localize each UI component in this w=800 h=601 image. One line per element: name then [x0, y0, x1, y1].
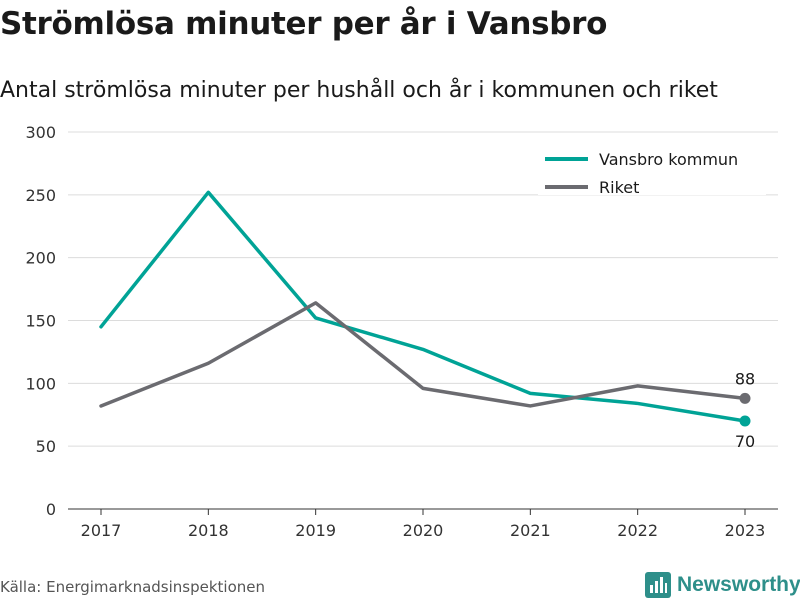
x-tick-label: 2019 — [295, 521, 336, 540]
y-tick-label: 100 — [25, 374, 56, 393]
y-tick-label: 0 — [46, 500, 56, 519]
grid-lines — [68, 131, 778, 447]
x-tick-label: 2022 — [617, 521, 658, 540]
brand-name: Newsworthy — [677, 573, 800, 596]
legend: Vansbro kommun Riket — [538, 143, 766, 197]
series-line — [99, 190, 747, 423]
y-tick-label: 250 — [25, 186, 56, 205]
newsworthy-logo-icon — [645, 572, 671, 598]
data-label: 70 — [735, 432, 755, 451]
y-tick-label: 200 — [25, 249, 56, 268]
y-tick-label: 50 — [36, 437, 56, 456]
series-line — [99, 301, 747, 408]
y-tick-label: 300 — [25, 123, 56, 142]
brand: Newsworthy — [645, 569, 800, 601]
x-tick-label: 2020 — [403, 521, 444, 540]
x-tick-label: 2021 — [510, 521, 551, 540]
legend-label: Vansbro kommun — [599, 150, 738, 169]
data-label: 88 — [735, 369, 755, 388]
end-point — [739, 392, 751, 404]
series-layer: 70 88 — [99, 190, 755, 451]
chart-title: Strömlösa minuter per år i Vansbro — [0, 6, 608, 42]
y-tick-label: 150 — [25, 312, 56, 331]
x-axis: 2017 2018 2019 2020 2021 2022 2023 — [68, 508, 778, 540]
x-tick-label: 2018 — [188, 521, 229, 540]
x-tick-label: 2017 — [81, 521, 122, 540]
x-tick-label: 2023 — [725, 521, 766, 540]
chart-subtitle: Antal strömlösa minuter per hushåll och … — [0, 78, 718, 103]
y-axis: 0 50 100 150 200 250 300 — [25, 123, 56, 519]
end-point — [739, 415, 751, 427]
source-note: Källa: Energimarknadsinspektionen — [0, 578, 266, 596]
legend-label: Riket — [599, 178, 639, 197]
